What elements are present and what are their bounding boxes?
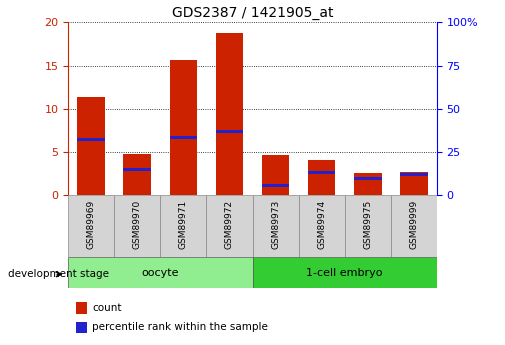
Bar (77, 97, 105, 195)
Text: development stage: development stage (8, 269, 109, 279)
Bar (354, 177, 382, 180)
Bar (68, 195, 114, 257)
Text: GSM89999: GSM89999 (409, 200, 418, 249)
Text: GSM89972: GSM89972 (225, 200, 234, 249)
Bar (262, 155, 289, 195)
Bar (76, 322, 87, 333)
Text: GSM89975: GSM89975 (363, 200, 372, 249)
Bar (400, 173, 428, 176)
Text: GSM89969: GSM89969 (87, 200, 96, 249)
Bar (216, 130, 243, 134)
Text: oocyte: oocyte (141, 268, 179, 277)
Bar (400, 171, 428, 195)
Bar (345, 195, 391, 257)
Text: GSM89970: GSM89970 (133, 200, 142, 249)
Bar (308, 160, 335, 195)
Bar (68, 257, 252, 288)
Bar (77, 138, 105, 141)
Bar (391, 195, 437, 257)
Bar (252, 195, 298, 257)
Bar (216, 33, 243, 195)
Bar (124, 168, 151, 170)
Bar (298, 195, 345, 257)
Text: percentile rank within the sample: percentile rank within the sample (92, 322, 268, 332)
Bar (170, 136, 197, 139)
Bar (262, 184, 289, 187)
Bar (252, 257, 437, 288)
Bar (124, 155, 151, 195)
Bar (207, 195, 252, 257)
Bar (308, 171, 335, 174)
Bar (114, 195, 161, 257)
Text: GSM89971: GSM89971 (179, 200, 188, 249)
Bar (170, 60, 197, 195)
Title: GDS2387 / 1421905_at: GDS2387 / 1421905_at (172, 6, 333, 20)
Text: 1-cell embryo: 1-cell embryo (307, 268, 383, 277)
Text: GSM89974: GSM89974 (317, 200, 326, 249)
Bar (354, 172, 382, 195)
Text: GSM89973: GSM89973 (271, 200, 280, 249)
Bar (161, 195, 207, 257)
Bar (76, 303, 87, 314)
Text: count: count (92, 303, 122, 313)
